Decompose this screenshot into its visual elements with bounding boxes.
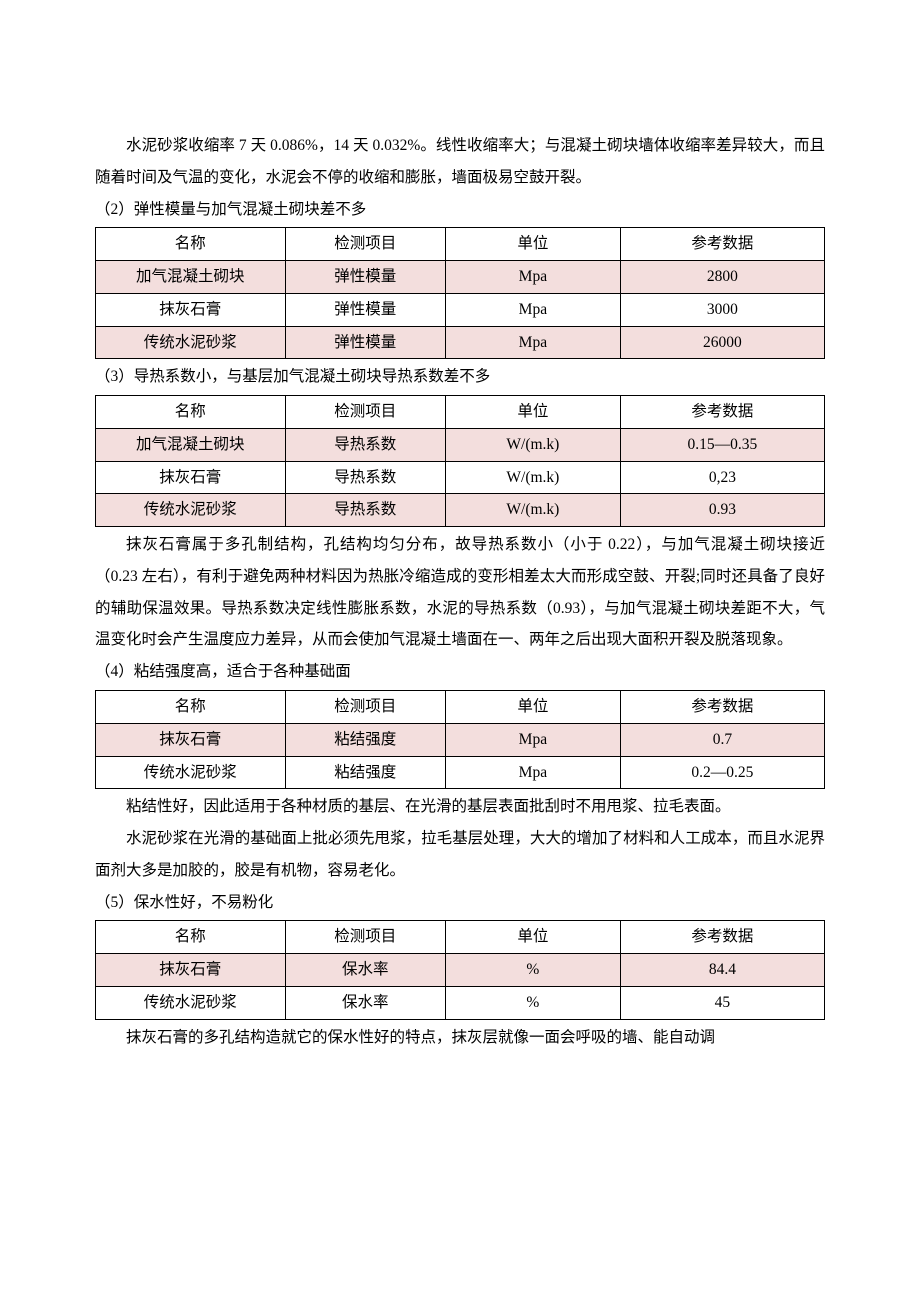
document-page: 水泥砂浆收缩率 7 天 0.086%，14 天 0.032%。线性收缩率大；与混… (0, 0, 920, 1113)
table-row: 抹灰石膏 导热系数 W/(m.k) 0,23 (96, 461, 825, 494)
table-row: 加气混凝土砌块 导热系数 W/(m.k) 0.15—0.35 (96, 428, 825, 461)
table-header-row: 名称 检测项目 单位 参考数据 (96, 228, 825, 261)
table-row: 传统水泥砂浆 导热系数 W/(m.k) 0.93 (96, 494, 825, 527)
paragraph-3: 抹灰石膏属于多孔制结构，孔结构均匀分布，故导热系数小（小于 0.22），与加气混… (95, 529, 825, 656)
table-header-row: 名称 检测项目 单位 参考数据 (96, 921, 825, 954)
table-row: 传统水泥砂浆 保水率 % 45 (96, 986, 825, 1019)
table-header-row: 名称 检测项目 单位 参考数据 (96, 396, 825, 429)
heading-5: （5）保水性好，不易粉化 (95, 887, 825, 919)
table-row: 抹灰石膏 粘结强度 Mpa 0.7 (96, 723, 825, 756)
table-row: 加气混凝土砌块 弹性模量 Mpa 2800 (96, 261, 825, 294)
heading-4: （4）粘结强度高，适合于各种基础面 (95, 656, 825, 688)
heading-3: （3）导热系数小，与基层加气混凝土砌块导热系数差不多 (95, 361, 825, 393)
table-elastic-modulus: 名称 检测项目 单位 参考数据 加气混凝土砌块 弹性模量 Mpa 2800 抹灰… (95, 227, 825, 359)
table-thermal-conductivity: 名称 检测项目 单位 参考数据 加气混凝土砌块 导热系数 W/(m.k) 0.1… (95, 395, 825, 527)
table-row: 传统水泥砂浆 弹性模量 Mpa 26000 (96, 326, 825, 359)
table-bond-strength: 名称 检测项目 单位 参考数据 抹灰石膏 粘结强度 Mpa 0.7 传统水泥砂浆… (95, 690, 825, 789)
table-water-retention: 名称 检测项目 单位 参考数据 抹灰石膏 保水率 % 84.4 传统水泥砂浆 保… (95, 920, 825, 1019)
paragraph-4b: 水泥砂浆在光滑的基础面上批必须先甩浆，拉毛基层处理，大大的增加了材料和人工成本，… (95, 823, 825, 887)
table-header-row: 名称 检测项目 单位 参考数据 (96, 691, 825, 724)
col-item: 检测项目 (285, 228, 445, 261)
col-ref: 参考数据 (620, 228, 824, 261)
paragraph-intro: 水泥砂浆收缩率 7 天 0.086%，14 天 0.032%。线性收缩率大；与混… (95, 130, 825, 194)
col-unit: 单位 (445, 228, 620, 261)
col-name: 名称 (96, 228, 286, 261)
table-row: 抹灰石膏 保水率 % 84.4 (96, 954, 825, 987)
paragraph-5: 抹灰石膏的多孔结构造就它的保水性好的特点，抹灰层就像一面会呼吸的墙、能自动调 (95, 1022, 825, 1054)
heading-2: （2）弹性模量与加气混凝土砌块差不多 (95, 194, 825, 226)
paragraph-4a: 粘结性好，因此适用于各种材质的基层、在光滑的基层表面批刮时不用甩浆、拉毛表面。 (95, 791, 825, 823)
table-row: 传统水泥砂浆 粘结强度 Mpa 0.2—0.25 (96, 756, 825, 789)
table-row: 抹灰石膏 弹性模量 Mpa 3000 (96, 293, 825, 326)
